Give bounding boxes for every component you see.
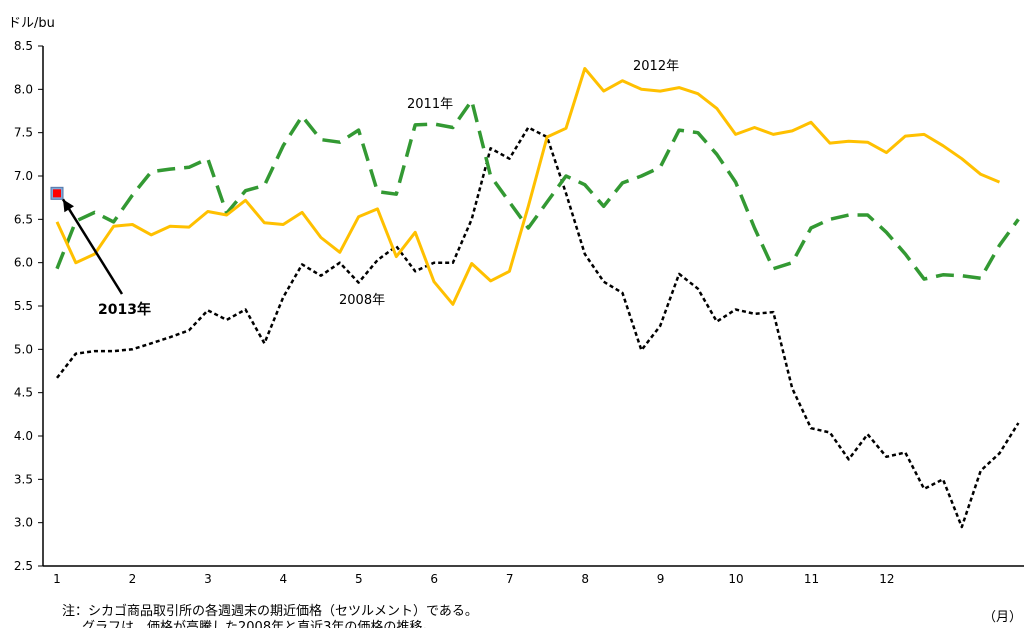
x-tick-label: 6 (430, 572, 438, 586)
x-tick-label: 9 (657, 572, 665, 586)
y-tick-label: 5.0 (14, 342, 33, 356)
x-tick-label: 2 (129, 572, 137, 586)
arrow-head-2013 (63, 199, 74, 213)
note-line-2: グラフは、価格が高騰した2008年と直近3年の価格の推移。 (82, 620, 436, 628)
x-tick-label: 3 (204, 572, 212, 586)
series-annotations: 2008年 2011年 2012年 2013年 (61, 59, 679, 318)
x-axis-unit-label: （月） (983, 610, 1023, 625)
series-line-2012年 (55, 67, 1001, 306)
series-line-2011年 (55, 98, 1020, 281)
y-tick-label: 3.0 (14, 516, 33, 530)
x-tick-label: 4 (280, 572, 288, 586)
y-tick-labels: 2.5 3.0 3.5 4.0 4.5 5.0 5.5 6.0 6.5 7.0 7.5 8.0 8.5 (14, 39, 33, 573)
y-tick-label: 6.0 (14, 256, 33, 270)
x-tick-label: 7 (506, 572, 514, 586)
x-tick-label: 11 (804, 572, 819, 586)
x-tick-label: 12 (879, 572, 894, 586)
arrow-2013 (61, 198, 124, 295)
y-tick-label: 4.5 (14, 386, 33, 400)
y-tick-label: 8.5 (14, 39, 33, 53)
series-lines (50, 67, 1020, 529)
x-tick-label: 8 (581, 572, 589, 586)
y-tick-label: 6.5 (14, 212, 33, 226)
x-tick-label: 5 (355, 572, 363, 586)
y-axis-unit-label: ドル/bu (8, 16, 55, 31)
y-tick-label: 5.5 (14, 299, 33, 313)
series-line-2008年 (56, 126, 1020, 529)
note-line-1: 注：シカゴ商品取引所の各週週末の期近価格（セツルメント）である。 (62, 604, 478, 619)
x-tick-labels: 1 2 3 4 5 6 7 8 9 10 11 12 (53, 572, 894, 586)
x-tick-label: 10 (728, 572, 743, 586)
label-2011: 2011年 (407, 97, 453, 112)
label-2012: 2012年 (633, 59, 679, 74)
y-tick-label: 7.0 (14, 169, 33, 183)
y-tick-label: 7.5 (14, 126, 33, 140)
label-2013: 2013年 (98, 301, 151, 318)
y-tick-label: 2.5 (14, 559, 33, 573)
x-tick-label: 1 (53, 572, 61, 586)
y-tick-label: 8.0 (14, 82, 33, 96)
point-2013 (53, 189, 61, 198)
y-tick-label: 4.0 (14, 429, 33, 443)
axes (38, 45, 1024, 567)
y-tick-label: 3.5 (14, 472, 33, 486)
label-2008: 2008年 (339, 293, 385, 308)
